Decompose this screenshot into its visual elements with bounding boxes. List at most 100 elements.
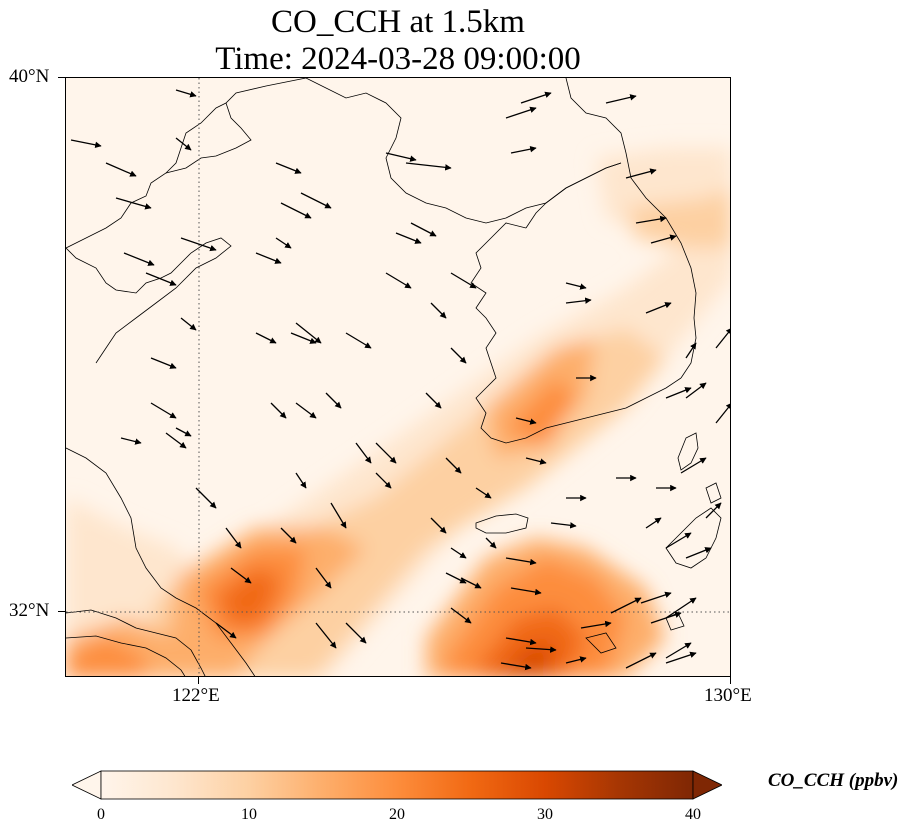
- wind-arrow: [635, 215, 667, 224]
- map-panel: [65, 77, 731, 677]
- wind-arrow: [450, 547, 467, 559]
- wind-arrow: [105, 162, 137, 177]
- wind-arrow: [525, 457, 547, 465]
- wind-arrow: [315, 567, 332, 589]
- wind-arrow: [175, 137, 192, 151]
- wind-arrow: [180, 237, 217, 252]
- wind-arrow: [450, 347, 467, 364]
- wind-arrow: [195, 487, 217, 509]
- wind-arrow: [70, 139, 102, 149]
- wind-arrow: [325, 392, 342, 409]
- lon-tick-122e: [198, 677, 199, 684]
- wind-arrow: [625, 168, 657, 179]
- wind-arrow: [375, 442, 397, 464]
- coastline-yalu: [525, 162, 622, 229]
- colorbar-label: CO_CCH (ppbv): [768, 770, 899, 791]
- wind-arrow: [165, 432, 187, 449]
- wind-arrow: [510, 587, 542, 596]
- colorbar-tick-20: 20: [389, 806, 405, 823]
- wind-arrow: [270, 402, 287, 419]
- lat-label-40n: 40°N: [9, 66, 50, 87]
- wind-arrow: [150, 357, 177, 369]
- wind-arrow: [175, 427, 192, 437]
- wind-arrow: [665, 532, 692, 549]
- wind-arrow: [565, 282, 587, 290]
- wind-arrow: [715, 402, 730, 424]
- wind-arrow: [505, 557, 537, 566]
- wind-arrow: [375, 472, 392, 489]
- wind-arrow: [425, 392, 442, 409]
- wind-arrow: [505, 637, 537, 646]
- wind-arrow: [460, 577, 482, 589]
- colorbar-tick-40: 40: [685, 806, 701, 823]
- colorbar-tick-10: 10: [241, 806, 257, 823]
- wind-arrow: [475, 487, 492, 499]
- wind-arrow: [230, 567, 252, 584]
- wind-arrow: [385, 152, 417, 162]
- colorbar: [72, 770, 722, 800]
- wind-arrow: [450, 272, 477, 289]
- islet-1: [585, 632, 617, 654]
- lat-label-32n: 32°N: [9, 600, 50, 621]
- colorbar-extend-min: [72, 770, 102, 800]
- wind-arrow: [445, 572, 467, 584]
- colorbar-tick-30: 30: [537, 806, 553, 823]
- wind-arrow: [355, 442, 372, 464]
- wind-arrow: [280, 527, 297, 544]
- wind-arrow: [345, 332, 372, 349]
- map-title: CO_CCH at 1.5km: [271, 4, 525, 40]
- wind-arrow: [180, 317, 197, 331]
- coastline-shandong: [66, 237, 232, 364]
- wind-arrow: [430, 517, 447, 534]
- wind-arrow: [215, 622, 237, 639]
- wind-arrow: [645, 517, 662, 529]
- gridlines: [66, 78, 730, 676]
- wind-arrow: [315, 622, 337, 649]
- wind-arrow: [715, 327, 730, 349]
- wind-arrow: [450, 607, 472, 624]
- wind-arrow: [565, 297, 592, 304]
- wind-arrow: [510, 145, 537, 154]
- wind-arrow: [225, 527, 242, 549]
- wind-arrow: [145, 272, 177, 286]
- wind-arrow: [580, 620, 612, 629]
- wind-arrow: [255, 332, 277, 344]
- wind-arrow: [625, 652, 657, 669]
- wind-arrow: [515, 417, 537, 425]
- wind-arrow: [605, 94, 637, 104]
- wind-arrow: [410, 222, 437, 237]
- wind-arrow: [150, 402, 177, 419]
- wind-arrow: [115, 197, 152, 210]
- coastline-yangtze-north: [66, 609, 206, 676]
- wind-arrow: [300, 192, 332, 209]
- colorbar-gradient: [100, 770, 694, 800]
- wind-arrow: [500, 662, 532, 671]
- wind-arrow: [665, 387, 692, 399]
- wind-arrow: [120, 437, 142, 445]
- map-canvas: [66, 78, 730, 676]
- lon-tick-130e: [730, 677, 731, 684]
- wind-vectors: [70, 89, 730, 671]
- wind-arrow: [255, 252, 282, 264]
- wind-arrow: [520, 91, 552, 104]
- coastline-korea-west: [470, 222, 682, 444]
- wind-arrow: [290, 332, 317, 344]
- wind-arrow: [295, 402, 317, 419]
- colorbar-extend-max: [692, 770, 722, 800]
- wind-arrow: [280, 202, 312, 219]
- wind-arrow: [525, 646, 557, 653]
- lon-label-130e: 130°E: [704, 685, 752, 706]
- wind-arrow: [665, 651, 697, 664]
- lat-tick-40n: [58, 77, 65, 78]
- tsushima-island: [677, 432, 699, 471]
- wind-arrow: [505, 106, 537, 119]
- map-subtitle-time: Time: 2024-03-28 09:00:00: [215, 41, 581, 77]
- wind-arrow: [295, 472, 307, 489]
- wind-arrow: [345, 622, 367, 644]
- lat-tick-32n: [58, 611, 65, 612]
- wind-arrow: [330, 502, 347, 529]
- wind-arrow: [645, 302, 672, 314]
- coastline-jiangsu: [66, 447, 256, 676]
- wind-arrow: [395, 232, 422, 244]
- coastline-liaodong-west: [66, 78, 307, 249]
